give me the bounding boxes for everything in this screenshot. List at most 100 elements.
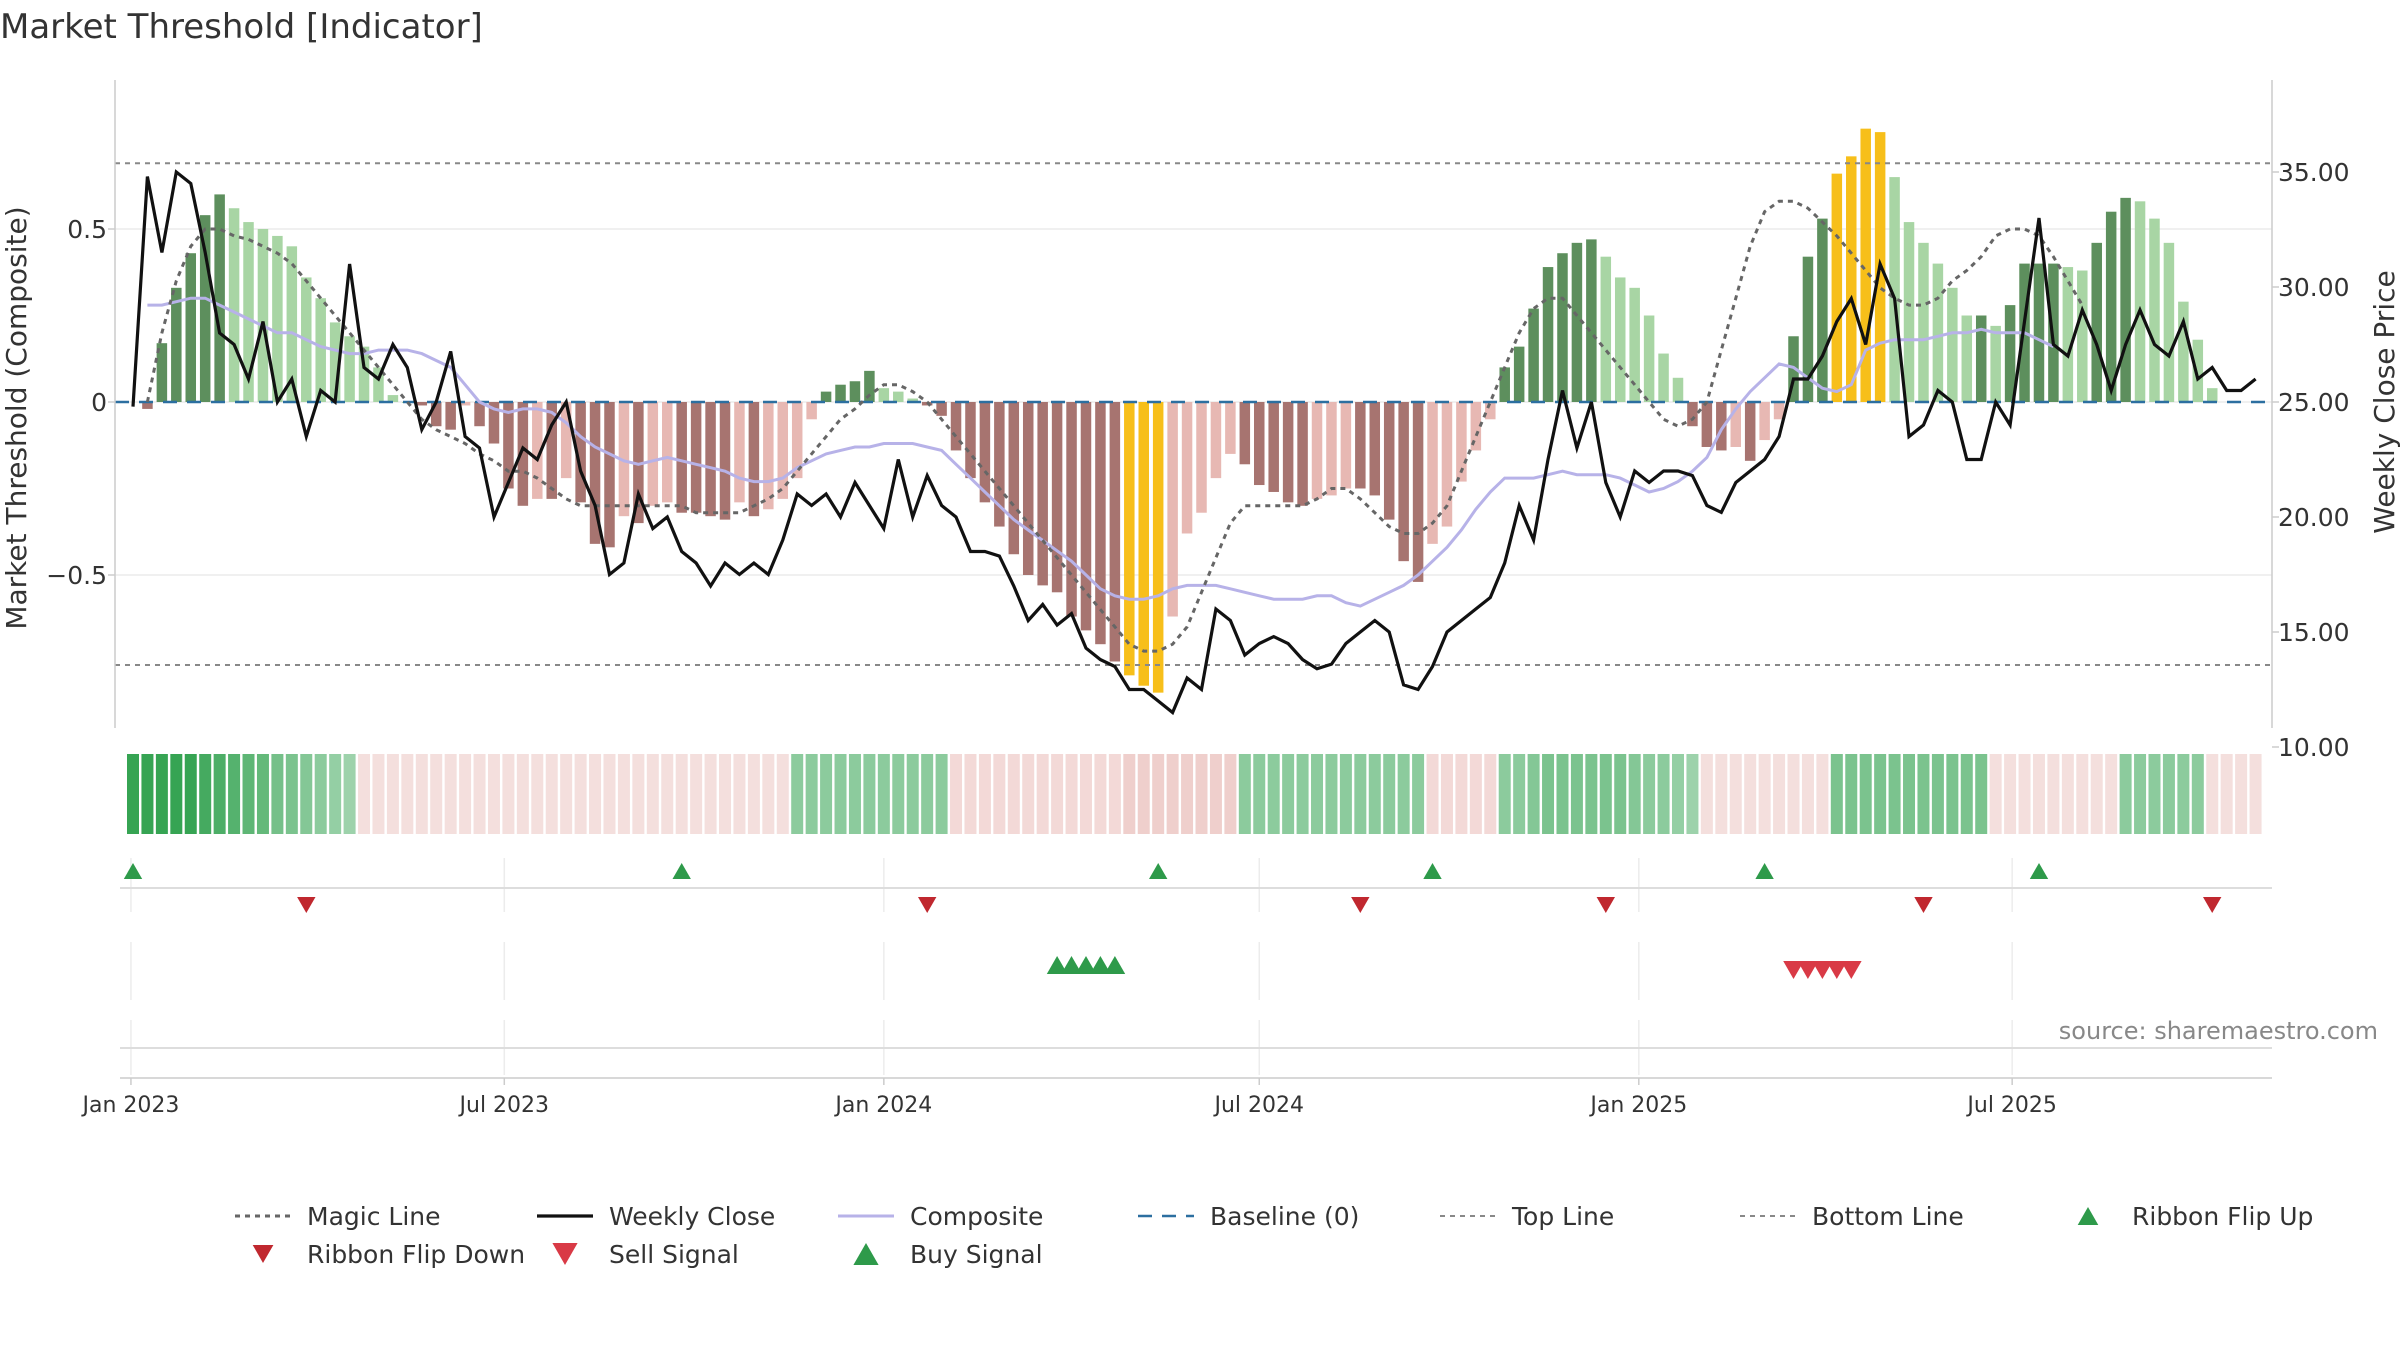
composite-bar bbox=[705, 402, 716, 517]
ribbon-cell bbox=[1440, 754, 1453, 834]
composite-bar bbox=[1571, 242, 1583, 402]
composite-bar bbox=[532, 402, 543, 499]
sell-signal-marker bbox=[1783, 961, 1804, 979]
ribbon-cell bbox=[747, 754, 760, 834]
composite-bar bbox=[1773, 402, 1785, 420]
x-tick-label: Jul 2025 bbox=[1965, 1093, 2057, 1118]
ribbon-cell bbox=[1686, 754, 1699, 834]
ribbon-cell bbox=[1960, 754, 1973, 834]
ribbon-cell bbox=[1874, 754, 1887, 834]
ribbon-cell bbox=[1065, 754, 1078, 834]
buy-signal-marker bbox=[1104, 956, 1126, 974]
ribbon-cell bbox=[531, 754, 544, 834]
ribbon-cell bbox=[1643, 754, 1656, 834]
ribbon-cell bbox=[2047, 754, 2060, 834]
composite-bar bbox=[373, 367, 384, 402]
composite-bar bbox=[1961, 315, 1973, 402]
ribbon-cell bbox=[2090, 754, 2103, 834]
composite-bar bbox=[474, 402, 485, 427]
ribbon-cell bbox=[978, 754, 991, 834]
composite-bar bbox=[1326, 402, 1337, 496]
legend-item: Composite bbox=[838, 1202, 1043, 1231]
composite-bar bbox=[1744, 402, 1756, 461]
composite-bar bbox=[1022, 402, 1034, 575]
composite-bar bbox=[1817, 218, 1828, 402]
y-right-axis-label: Weekly Close Price bbox=[2368, 270, 2400, 533]
ribbon-cell bbox=[1556, 754, 1569, 834]
composite-bar bbox=[806, 402, 817, 420]
composite-bar bbox=[893, 391, 904, 402]
composite-bar bbox=[1470, 402, 1482, 451]
composite-bar bbox=[2149, 218, 2160, 402]
composite-bar bbox=[329, 322, 341, 402]
ribbon-strip bbox=[127, 754, 2262, 834]
composite-bar bbox=[618, 402, 630, 517]
ribbon-cell bbox=[1614, 754, 1627, 834]
composite-bar bbox=[763, 402, 774, 510]
composite-bar bbox=[1412, 402, 1424, 582]
ribbon-flip-up-marker bbox=[1755, 863, 1774, 879]
composite-bar bbox=[1167, 402, 1178, 617]
ribbon-cell bbox=[358, 754, 371, 834]
composite-bar bbox=[2091, 242, 2102, 402]
legend-label: Composite bbox=[910, 1202, 1043, 1231]
ribbon-cell bbox=[1917, 754, 1930, 834]
composite-bar bbox=[2163, 242, 2175, 402]
ribbon-cell bbox=[1209, 754, 1222, 834]
legend-item: Sell Signal bbox=[552, 1240, 739, 1269]
composite-bar bbox=[1975, 315, 1987, 402]
composite-bar bbox=[835, 384, 846, 402]
ribbon-cell bbox=[574, 754, 587, 834]
series-lines bbox=[131, 169, 2257, 716]
composite-bar bbox=[1037, 402, 1048, 586]
legend-item: Bottom Line bbox=[1740, 1202, 1964, 1231]
composite-bar bbox=[2105, 211, 2117, 402]
composite-bar bbox=[214, 194, 225, 402]
legend-label: Bottom Line bbox=[1812, 1202, 1964, 1231]
ribbon-cell bbox=[1238, 754, 1251, 834]
ribbon-flip-down-marker bbox=[918, 897, 937, 913]
ribbon-flip-down-marker bbox=[297, 897, 316, 913]
ribbon-flip-down-marker bbox=[1596, 897, 1615, 913]
ribbon-cell bbox=[1224, 754, 1237, 834]
ribbon-cell bbox=[502, 754, 515, 834]
composite-bar bbox=[185, 253, 197, 402]
ribbon-cell bbox=[285, 754, 298, 834]
composite-bar bbox=[1456, 402, 1467, 482]
composite-bar bbox=[1066, 402, 1077, 617]
composite-bar bbox=[1109, 402, 1121, 662]
ribbon-flip-down-marker bbox=[1914, 897, 1933, 913]
ribbon-cell bbox=[1859, 754, 1872, 834]
ribbon-cell bbox=[329, 754, 342, 834]
composite-bar bbox=[1701, 402, 1713, 447]
ribbon-cell bbox=[632, 754, 645, 834]
ribbon-cell bbox=[1498, 754, 1511, 834]
composite-bar bbox=[459, 402, 471, 406]
ribbon-cell bbox=[1296, 754, 1309, 834]
ribbon-cell bbox=[1267, 754, 1280, 834]
composite-line bbox=[147, 296, 2055, 608]
composite-bar bbox=[1152, 402, 1164, 693]
ribbon-cell bbox=[719, 754, 732, 834]
ribbon-cell bbox=[1397, 754, 1410, 834]
ribbon-cell bbox=[1657, 754, 1670, 834]
composite-bar bbox=[142, 402, 153, 409]
buy-signal-marker bbox=[1061, 956, 1082, 974]
ribbon-cell bbox=[1585, 754, 1598, 834]
ribbon-cell bbox=[141, 754, 154, 834]
legend-swatch-marker bbox=[2077, 1207, 2099, 1225]
ribbon-cell bbox=[1137, 754, 1150, 834]
ribbon-cell bbox=[155, 754, 168, 834]
composite-bar bbox=[1383, 402, 1395, 520]
ribbon-cell bbox=[487, 754, 500, 834]
ribbon-cell bbox=[805, 754, 818, 834]
ribbon-cell bbox=[906, 754, 919, 834]
ribbon-cell bbox=[1007, 754, 1020, 834]
source-annotation: source: sharemaestro.com bbox=[2059, 1017, 2378, 1045]
composite-bar bbox=[1831, 173, 1843, 402]
legend-item: Magic Line bbox=[235, 1202, 441, 1231]
ribbon-cell bbox=[2220, 754, 2233, 834]
composite-bar bbox=[1196, 402, 1207, 513]
ribbon-cell bbox=[589, 754, 602, 834]
